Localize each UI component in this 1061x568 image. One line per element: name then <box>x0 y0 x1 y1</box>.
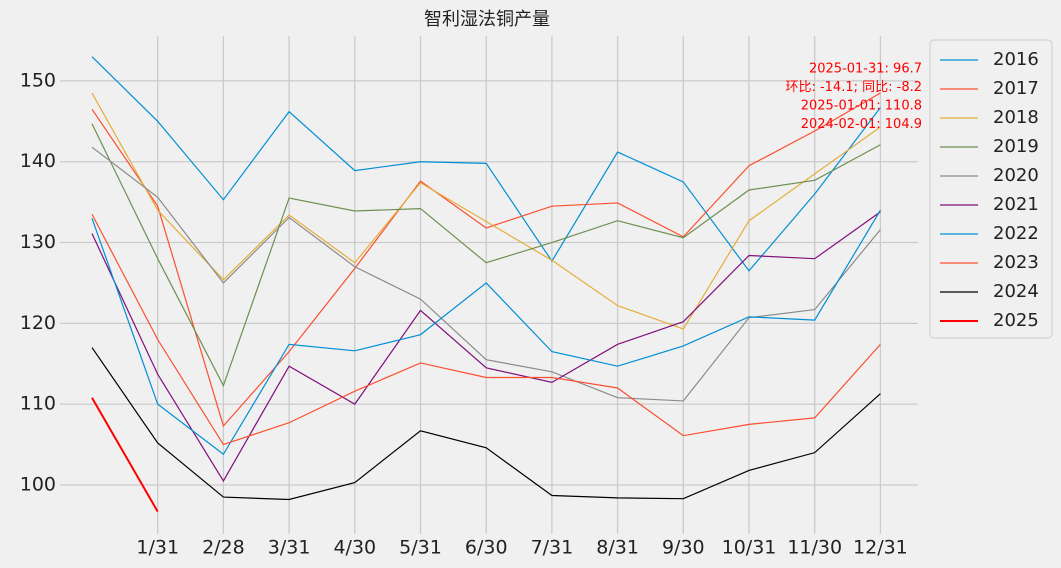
x-tick-label: 7/31 <box>531 537 574 559</box>
x-tick-label: 12/31 <box>853 537 908 559</box>
series-line <box>91 146 881 402</box>
legend-label: 2024 <box>993 281 1039 302</box>
legend-label: 2025 <box>993 310 1039 331</box>
y-tick-label: 150 <box>20 69 56 91</box>
legend-label: 2019 <box>993 136 1039 157</box>
x-tick-label: 5/31 <box>399 537 442 559</box>
legend-label: 2022 <box>993 223 1039 244</box>
x-tick-label: 1/31 <box>136 537 179 559</box>
series-line <box>91 92 881 428</box>
y-tick-label: 100 <box>20 473 56 495</box>
x-tick-label: 11/30 <box>787 537 842 559</box>
series-line <box>91 213 881 446</box>
x-tick-label: 8/31 <box>596 537 639 559</box>
legend-label: 2018 <box>993 107 1039 128</box>
annotation: 2024-02-01: 104.9 <box>801 117 922 132</box>
x-tick-label: 10/31 <box>722 537 777 559</box>
legend-label: 2023 <box>993 252 1039 273</box>
annotation: 2025-01-31: 96.7 <box>809 62 922 77</box>
y-tick-label: 120 <box>20 312 56 334</box>
series-line <box>91 211 881 483</box>
chart-title: 智利湿法铜产量 <box>424 9 550 30</box>
series-line <box>91 209 881 456</box>
series-line <box>91 92 881 330</box>
y-tick-label: 110 <box>20 393 56 415</box>
series-line <box>91 123 881 388</box>
legend-label: 2021 <box>993 194 1039 215</box>
series-line <box>91 56 881 272</box>
annotation: 2025-01-01: 110.8 <box>801 99 922 114</box>
x-tick-label: 6/30 <box>465 537 508 559</box>
legend-label: 2016 <box>993 49 1039 70</box>
legend-label: 2017 <box>993 78 1039 99</box>
y-tick-label: 130 <box>20 231 56 253</box>
legend-label: 2020 <box>993 165 1039 186</box>
x-tick-label: 3/31 <box>268 537 311 559</box>
y-tick-label: 140 <box>20 150 56 172</box>
series-line <box>91 347 881 501</box>
x-tick-label: 4/30 <box>333 537 376 559</box>
annotation: 环比: -14.1; 同比: -8.2 <box>785 80 922 95</box>
x-tick-label: 9/30 <box>662 537 705 559</box>
series-line <box>91 397 159 513</box>
x-tick-label: 2/28 <box>202 537 245 559</box>
